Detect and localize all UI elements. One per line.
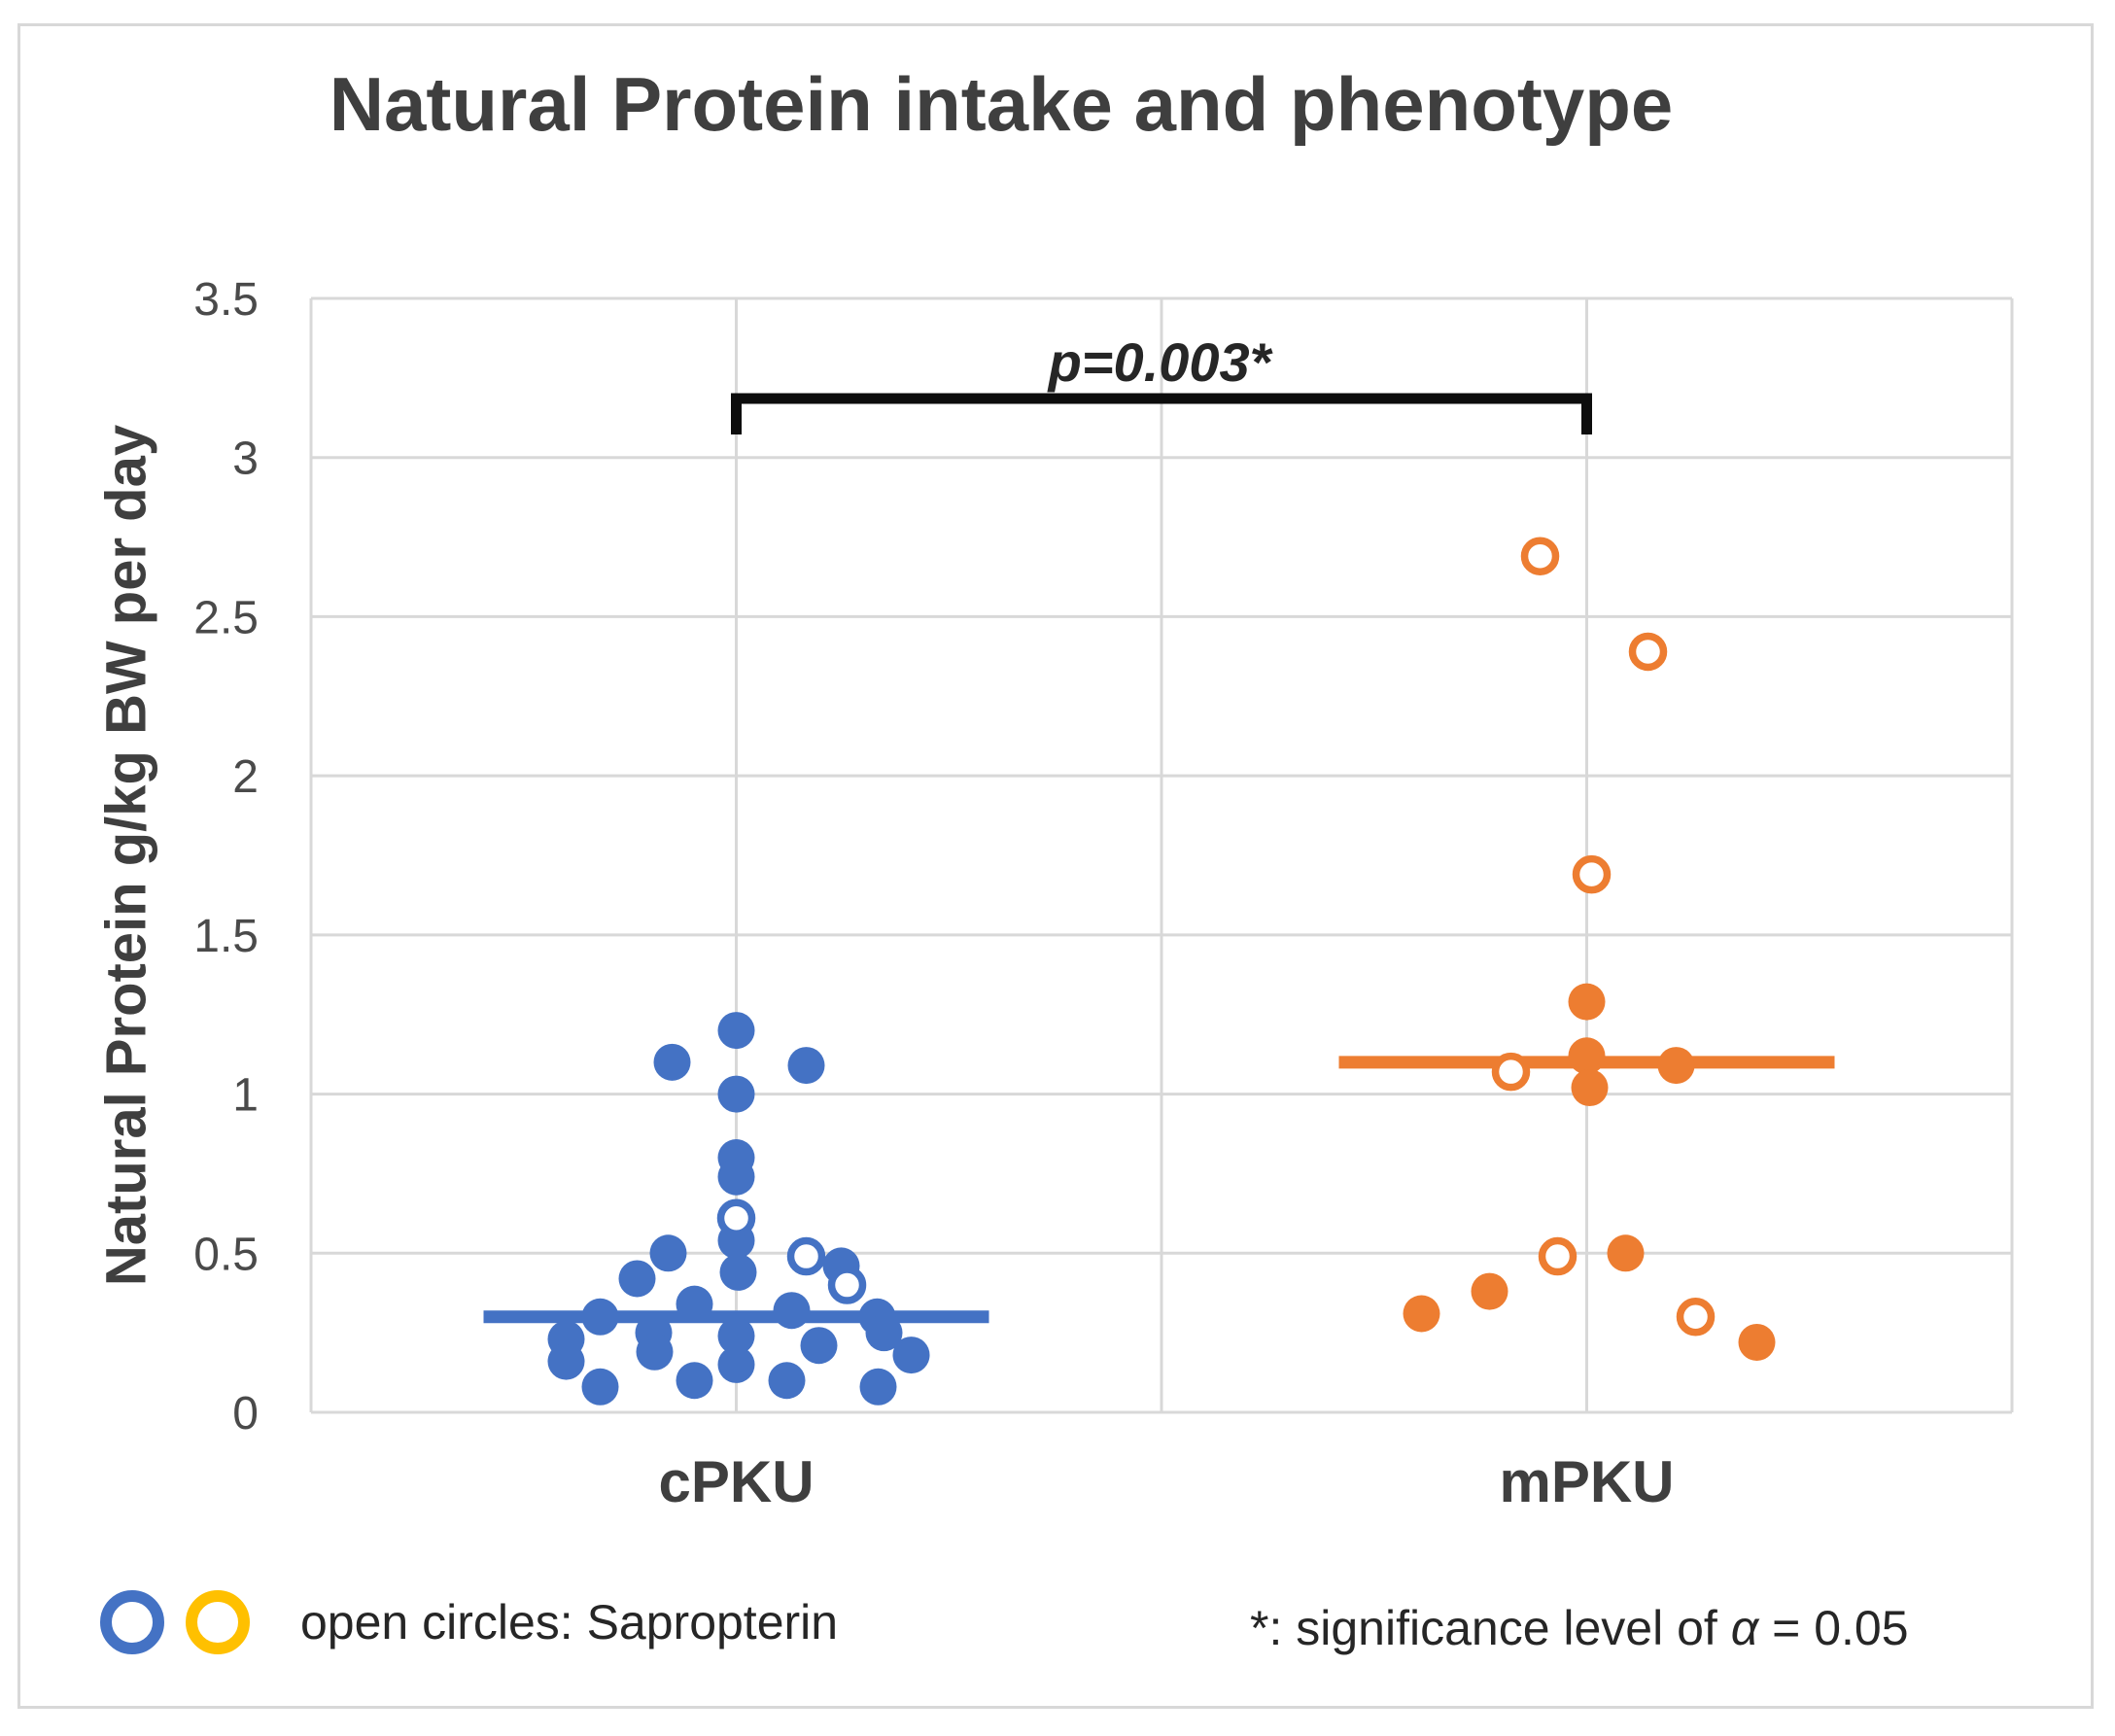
data-point [768, 1362, 806, 1400]
data-point-open [716, 1198, 756, 1238]
figure-border [17, 23, 2094, 1709]
legend: open circles: Sapropterin [100, 1590, 838, 1654]
significance-bracket [731, 393, 1592, 434]
open-circle-gold-icon [186, 1590, 250, 1654]
y-tick-label: 0 [232, 1388, 259, 1440]
legend-label: open circles: Sapropterin [300, 1595, 839, 1649]
data-point [717, 1012, 755, 1050]
alpha-symbol: α [1730, 1601, 1759, 1655]
data-point [1568, 1037, 1606, 1075]
data-point [800, 1327, 838, 1365]
significance-note: *: significance level of α = 0.05 [1250, 1600, 1909, 1656]
data-point [676, 1362, 713, 1400]
data-point [773, 1292, 811, 1330]
p-value-label: p=0.003* [1047, 331, 1273, 393]
data-point [859, 1368, 897, 1406]
data-point [787, 1047, 825, 1085]
data-point-open [1538, 1236, 1578, 1276]
data-point [1738, 1323, 1776, 1361]
data-point [653, 1043, 691, 1081]
y-tick-label: 2.5 [193, 592, 259, 643]
data-point [1471, 1272, 1508, 1310]
data-point-open [827, 1266, 867, 1304]
data-point [1403, 1295, 1440, 1333]
data-point [892, 1337, 930, 1374]
y-tick-label: 2 [232, 751, 259, 803]
data-point [649, 1234, 687, 1272]
data-point [581, 1298, 619, 1336]
open-circle-blue-icon [100, 1590, 164, 1654]
data-point-open [1491, 1052, 1531, 1092]
note-prefix: *: significance level of [1250, 1601, 1731, 1655]
y-tick-label: 3.5 [193, 274, 259, 326]
data-point [618, 1260, 656, 1298]
y-tick-label: 1.5 [193, 911, 259, 962]
data-point [1607, 1234, 1645, 1272]
note-suffix: = 0.05 [1758, 1601, 1909, 1655]
y-tick-label: 1 [232, 1070, 259, 1122]
data-point [717, 1317, 755, 1355]
data-point-open [786, 1236, 826, 1276]
data-point-open [1572, 854, 1612, 894]
data-point-open [1628, 632, 1668, 672]
x-category-label: cPKU [658, 1449, 814, 1514]
data-point [676, 1285, 713, 1323]
data-point [1571, 1069, 1609, 1107]
y-tick-label: 0.5 [193, 1229, 259, 1280]
data-point [717, 1345, 755, 1383]
data-point [719, 1253, 757, 1291]
data-point [636, 1333, 674, 1371]
data-point-open [1676, 1298, 1716, 1337]
x-category-label: mPKU [1499, 1449, 1674, 1514]
data-point [717, 1158, 755, 1196]
data-point [717, 1075, 755, 1113]
data-point [547, 1342, 585, 1380]
data-point [865, 1314, 903, 1352]
data-point [1568, 983, 1606, 1021]
data-point-open [1520, 537, 1560, 575]
y-tick-label: 3 [232, 434, 259, 485]
data-point [1657, 1047, 1695, 1085]
chart-title: Natural Protein intake and phenotype [329, 61, 1674, 147]
data-point [581, 1368, 619, 1406]
